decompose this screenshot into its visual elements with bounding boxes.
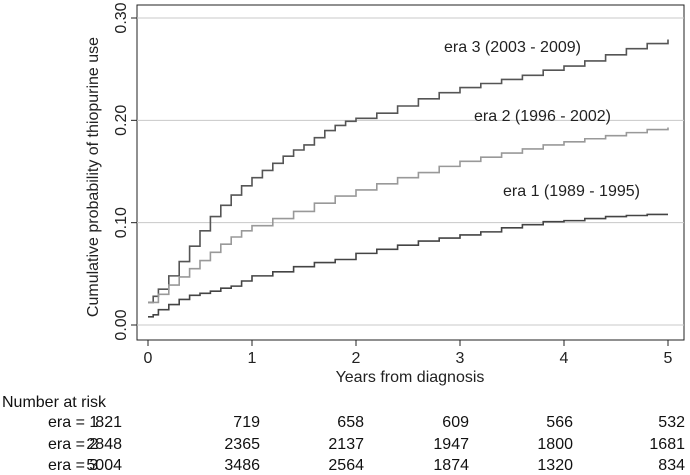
risk-row-label: era = 2: [48, 436, 99, 453]
x-tick-label: 4: [560, 350, 569, 367]
y-tick-label: 0.20: [113, 105, 130, 136]
risk-cell: 3486: [224, 457, 260, 474]
series-line: [148, 213, 668, 318]
risk-cell: 719: [233, 414, 260, 431]
series-lines: [148, 39, 669, 318]
grid-lines: [137, 17, 684, 326]
x-tick-label: 1: [248, 350, 257, 367]
y-tick-label: 0.30: [113, 2, 130, 33]
series-line: [148, 39, 669, 304]
x-tick-label: 2: [352, 350, 361, 367]
series-label: era 3 (2003 - 2009): [444, 39, 581, 56]
y-tick-label: 0.10: [113, 207, 130, 238]
y-axis: 0.00 0.10 0.20 0.30: [113, 2, 137, 341]
x-axis: 0 1 2 3 4 5: [144, 340, 673, 367]
series-line: [148, 127, 669, 304]
risk-cell: 1874: [433, 457, 469, 474]
risk-cell: 821: [95, 414, 122, 431]
risk-cell: 834: [658, 457, 685, 474]
plot-area: [136, 4, 685, 341]
y-axis-label: Cumulative probability of thiopurine use: [85, 37, 102, 317]
chart: era 3 (2003 - 2009) era 2 (1996 - 2002) er…: [85, 2, 685, 386]
risk-row-label: era = 3: [48, 457, 99, 474]
series-label: era 1 (1989 - 1995): [503, 183, 640, 200]
risk-cell: 1800: [537, 436, 573, 453]
risk-cell: 2564: [328, 457, 364, 474]
risk-cell: 1947: [433, 436, 469, 453]
risk-cell: 1681: [649, 436, 685, 453]
risk-cell: 2137: [328, 436, 364, 453]
risk-cell: 2365: [224, 436, 260, 453]
risk-cell: 566: [546, 414, 573, 431]
series-label: era 2 (1996 - 2002): [474, 108, 611, 125]
risk-cell: 609: [442, 414, 469, 431]
risk-table-title: Number at risk: [2, 394, 107, 411]
risk-row-label: era = 1: [48, 414, 99, 431]
risk-cell: 532: [658, 414, 685, 431]
risk-cell: 5004: [86, 457, 122, 474]
risk-cell: 2848: [86, 436, 122, 453]
risk-cell: 658: [337, 414, 364, 431]
x-tick-label: 0: [144, 350, 153, 367]
x-tick-label: 5: [664, 350, 673, 367]
risk-cell: 1320: [537, 457, 573, 474]
y-tick-label: 0.00: [113, 309, 130, 340]
series-labels: era 3 (2003 - 2009) era 2 (1996 - 2002) er…: [444, 39, 640, 200]
x-tick-label: 3: [456, 350, 465, 367]
x-axis-label: Years from diagnosis: [336, 369, 485, 386]
